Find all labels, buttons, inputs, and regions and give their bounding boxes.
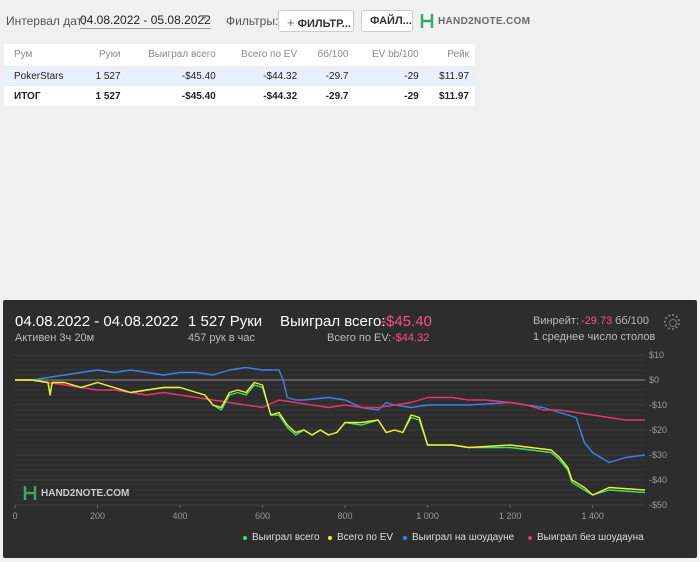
x-tick-label: 1 400 xyxy=(581,511,604,521)
legend-dot xyxy=(403,535,407,540)
hand2note-logo-icon xyxy=(420,14,434,28)
hand2note-logo: HAND2NOTE.COM xyxy=(420,12,530,30)
legend-label: Выиграл без шоудауна xyxy=(537,532,644,543)
file-button[interactable]: ФАЙЛ... xyxy=(361,10,413,32)
chart-watermark: HAND2NOTE.COM xyxy=(23,485,129,501)
profit-line-chart[interactable]: $10 $0 -$10 -$20 -$30 -$40 -$50 0 200 400 600 800 1 … xyxy=(3,300,697,558)
stats-table: Рум Руки Выиграл всего Всего по EV бб/10… xyxy=(4,44,475,106)
gear-icon[interactable] xyxy=(664,314,680,330)
series-line-won xyxy=(15,379,646,496)
filter-bar: Интервал дат: 04.08.2022 - 05.08.2022 Фи… xyxy=(0,0,700,40)
table-header-row: Рум Руки Выиграл всего Всего по EV бб/10… xyxy=(4,44,475,67)
y-tick-label: -$30 xyxy=(649,450,667,460)
legend-item-showdown[interactable]: Выиграл на шоудауне xyxy=(403,532,514,543)
filters-label: Фильтры: xyxy=(226,14,279,28)
x-tick-label: 0 xyxy=(12,511,17,521)
legend-item-non-showdown[interactable]: Выиграл без шоудауна xyxy=(528,532,644,543)
cell-ev-total: -$44.32 xyxy=(221,66,304,86)
y-tick-label: -$50 xyxy=(649,500,667,510)
legend-label: Выиграл на шоудауне xyxy=(412,532,515,543)
ev-total-value: -$44.32 xyxy=(392,332,430,344)
x-tick-label: 1 000 xyxy=(416,511,439,521)
table-total-row[interactable]: ИТОГ 1 527 -$45.40 -$44.32 -29.7 -29 $11… xyxy=(4,86,475,106)
column-header-hands[interactable]: Руки xyxy=(82,44,127,67)
series-line-nsd xyxy=(15,379,645,421)
legend-dot xyxy=(528,535,532,540)
file-button-label: ФАЙЛ... xyxy=(370,15,412,27)
cell-won-total: -$45.40 xyxy=(181,90,216,102)
cell-room: PokerStars xyxy=(4,66,83,86)
y-tick-label: $0 xyxy=(649,375,659,385)
legend-dot xyxy=(243,535,247,540)
cell-room: ИТОГ xyxy=(14,90,41,102)
graph-date-range: 04.08.2022 - 04.08.2022 xyxy=(15,313,179,330)
tables-average: 1 среднее число столов xyxy=(533,331,656,343)
legend-dot xyxy=(328,535,332,540)
x-tick-label: 800 xyxy=(338,511,353,521)
logo-text: HAND2NOTE.COM xyxy=(438,15,531,27)
cell-ev-bb100: -29 xyxy=(404,90,419,102)
plus-icon: + xyxy=(287,15,295,30)
date-range-label: Интервал дат: xyxy=(6,14,86,28)
column-header-ev-total[interactable]: Всего по EV xyxy=(221,44,304,67)
column-header-won-total[interactable]: Выиграл всего xyxy=(126,44,222,67)
y-tick-label: -$40 xyxy=(649,475,667,485)
active-time: Активен 3ч 20м xyxy=(15,332,95,344)
cell-rake: $11.97 xyxy=(438,90,469,102)
column-header-room[interactable]: Рум xyxy=(4,44,83,67)
watermark-text: HAND2NOTE.COM xyxy=(41,487,130,499)
legend-item-won[interactable]: Выиграл всего xyxy=(243,532,320,543)
cell-hands: 1 527 xyxy=(82,66,127,86)
filter-button-label: ФИЛЬТР... xyxy=(297,18,351,30)
x-tick-label: 200 xyxy=(90,511,105,521)
y-tick-label: -$10 xyxy=(649,400,667,410)
x-tick-label: 1 200 xyxy=(499,511,522,521)
graph-panel: 04.08.2022 - 04.08.2022 Активен 3ч 20м 1… xyxy=(3,300,697,558)
column-header-ev-bb100[interactable]: EV bb/100 xyxy=(354,44,425,67)
winrate-label: Винрейт: xyxy=(533,315,580,327)
column-header-rake[interactable]: Рейк xyxy=(424,44,475,67)
y-tick-label: -$20 xyxy=(649,425,667,435)
y-tick-label: $10 xyxy=(649,350,664,360)
x-tick-label: 400 xyxy=(173,511,188,521)
ev-total-label: Всего по EV: xyxy=(327,332,392,344)
winrate-value: -29.73 xyxy=(581,315,613,327)
legend-label: Выиграл всего xyxy=(252,532,320,543)
cell-won-total: -$45.40 xyxy=(126,66,222,86)
hands-count: 1 527 Руки xyxy=(188,313,263,330)
cell-ev-total: -$44.32 xyxy=(263,90,298,102)
won-total-value: -$45.40 xyxy=(381,313,432,330)
hands-per-hour: 457 рук в час xyxy=(188,332,256,344)
cell-hands: 1 527 xyxy=(95,90,121,102)
date-range-selector[interactable]: 04.08.2022 - 05.08.2022 xyxy=(80,13,211,29)
cell-rake: $11.97 xyxy=(424,66,475,86)
column-header-bb100[interactable]: бб/100 xyxy=(303,44,355,67)
winrate-unit: бб/100 xyxy=(615,315,650,327)
cell-bb100: -29.7 xyxy=(325,90,349,102)
legend-label: Всего по EV xyxy=(337,532,394,543)
legend-item-ev[interactable]: Всего по EV xyxy=(328,532,393,543)
chevron-down-icon[interactable] xyxy=(200,15,208,20)
table-row[interactable]: PokerStars 1 527 -$45.40 -$44.32 -29.7 -… xyxy=(4,66,475,86)
x-tick-label: 600 xyxy=(255,511,270,521)
filter-button[interactable]: + ФИЛЬТР... xyxy=(278,10,354,32)
cell-bb100: -29.7 xyxy=(303,66,355,86)
won-total-label: Выиграл всего: xyxy=(280,313,386,330)
cell-ev-bb100: -29 xyxy=(354,66,425,86)
hand2note-logo-icon xyxy=(23,486,37,500)
